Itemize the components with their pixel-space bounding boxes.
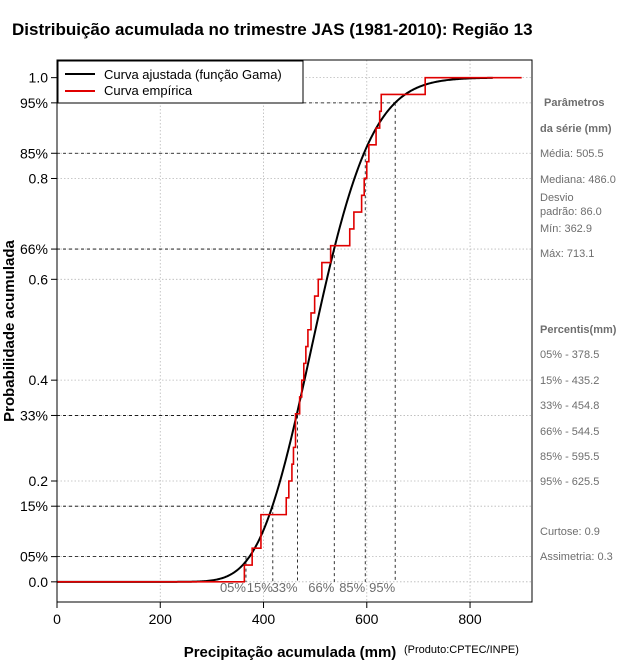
percentile-guides [57, 102, 396, 582]
median-value: Mediana: 486.0 [540, 174, 616, 186]
params-heading: Parâmetros [544, 97, 605, 109]
x-axis: 0 200 400 600 800 [53, 602, 482, 627]
percentile-label-2: 33% [272, 580, 298, 595]
y-tick-label-2: 15% [20, 498, 48, 514]
percentiles-heading: Percentis(mm) [540, 324, 617, 336]
y-tick-label-11: 1.0 [29, 70, 49, 86]
p66-value: 66% - 544.5 [540, 426, 599, 438]
percentile-label-1: 15% [247, 580, 273, 595]
kurtosis-value: Curtose: 0.9 [540, 526, 600, 538]
p33-value: 33% - 454.8 [540, 400, 599, 412]
y-tick-label-6: 0.6 [29, 271, 49, 287]
mean-value: Média: 505.5 [540, 148, 604, 160]
percentile-labels: 05% 15%33% 66% 85% 95% [220, 580, 396, 595]
percentile-label-4: 85% [339, 580, 365, 595]
y-axis-title: Probabilidade acumulada [1, 239, 18, 421]
x-tick-label-4: 800 [458, 611, 482, 627]
legend: Curva ajustada (função Gama) Curva empír… [57, 60, 304, 104]
p95-value: 95% - 625.5 [540, 476, 599, 488]
y-tick-label-10: 95% [20, 95, 48, 111]
y-axis: 0.0 05% 15% 0.2 33% 0.4 0.6 66% 0.8 85% 95% 1.0 [20, 70, 57, 590]
x-axis-title: Precipitação acumulada (mm) [184, 644, 397, 660]
max-value: Máx: 713.1 [540, 248, 594, 260]
plot-frame [56, 59, 533, 603]
p85-value: 85% - 595.5 [540, 451, 599, 463]
percentile-label-0: 05% [220, 580, 246, 595]
params-heading-2: da série (mm) [540, 123, 612, 135]
y-tick-label-5: 0.4 [29, 372, 49, 388]
y-tick-label-3: 0.2 [29, 473, 49, 489]
x-tick-label-0: 0 [53, 611, 61, 627]
x-tick-label-2: 400 [252, 611, 276, 627]
chart-title: Distribuição acumulada no trimestre JAS … [12, 20, 533, 39]
p15-value: 15% - 435.2 [540, 375, 599, 387]
x-tick-label-1: 200 [149, 611, 173, 627]
y-tick-label-4: 33% [20, 407, 48, 423]
y-tick-label-9: 85% [20, 145, 48, 161]
x-tick-label-3: 600 [355, 611, 379, 627]
side-panel: Parâmetros da série (mm) Média: 505.5 Me… [540, 97, 617, 563]
y-tick-label-0: 0.0 [29, 574, 49, 590]
p05-value: 05% - 378.5 [540, 349, 599, 361]
min-value: Mín: 362.9 [540, 223, 592, 235]
legend-label-empirical: Curva empírica [104, 83, 193, 98]
grid-lines [56, 60, 532, 602]
skewness-value: Assimetria: 0.3 [540, 551, 613, 563]
y-tick-label-8: 0.8 [29, 170, 49, 186]
series-layer [56, 76, 522, 583]
credit-text: (Produto:CPTEC/INPE) [404, 644, 519, 656]
percentile-label-3: 66% [308, 580, 334, 595]
std-value: padrão: 86.0 [540, 206, 602, 218]
legend-box [57, 60, 304, 104]
percentile-label-5: 95% [369, 580, 395, 595]
empirical-step-curve [56, 76, 522, 583]
y-tick-label-1: 05% [20, 549, 48, 565]
legend-label-fitted: Curva ajustada (função Gama) [104, 67, 282, 82]
y-tick-label-7: 66% [20, 241, 48, 257]
std-label: Desvio [540, 192, 574, 204]
